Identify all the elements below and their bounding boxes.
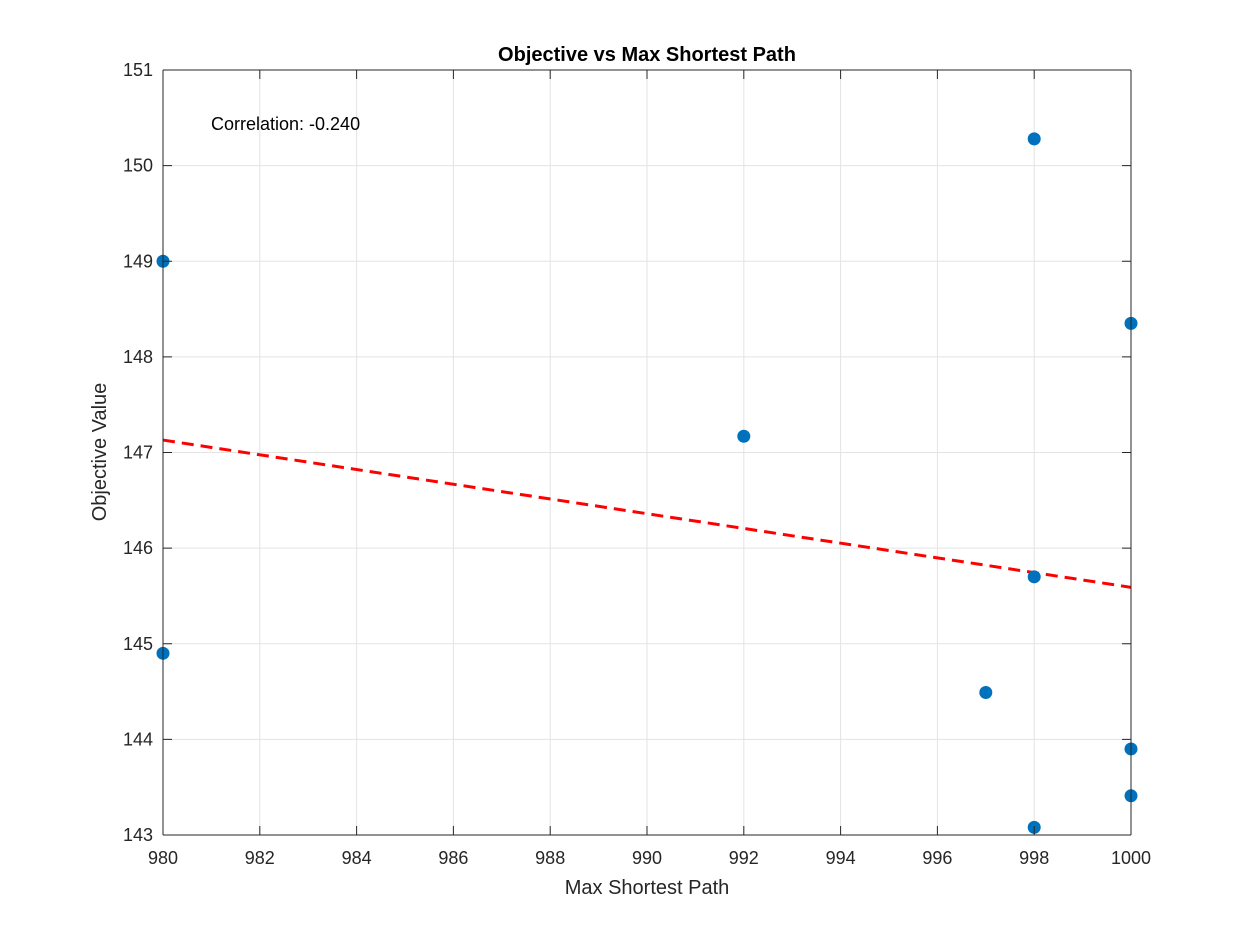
x-tick-label: 1000 <box>1111 848 1151 868</box>
x-tick-label: 984 <box>342 848 372 868</box>
x-tick-labels: 980 982 984 986 988 990 992 994 996 998 1000 <box>148 848 1151 868</box>
x-tick-label: 986 <box>438 848 468 868</box>
data-point <box>979 686 993 700</box>
trend-line-group <box>162 438 1132 589</box>
y-tick-label: 151 <box>123 60 153 80</box>
data-point <box>737 429 751 443</box>
y-tick-label: 147 <box>123 443 153 463</box>
x-tick-label: 994 <box>826 848 856 868</box>
x-tick-label: 990 <box>632 848 662 868</box>
data-point <box>1027 132 1041 146</box>
x-tick-label: 992 <box>729 848 759 868</box>
x-tick-label: 998 <box>1019 848 1049 868</box>
y-tick-labels: 143 144 145 146 147 148 149 150 151 <box>123 60 153 845</box>
y-tick-label: 148 <box>123 347 153 367</box>
y-tick-label: 150 <box>123 156 153 176</box>
y-tick-label: 145 <box>123 634 153 654</box>
x-tick-label: 988 <box>535 848 565 868</box>
y-axis-label: Objective Value <box>89 383 111 522</box>
y-tick-label: 144 <box>123 729 153 749</box>
data-point <box>1027 570 1041 584</box>
chart-title: Objective vs Max Shortest Path <box>498 44 796 66</box>
y-tick-label: 149 <box>123 251 153 271</box>
x-tick-label: 980 <box>148 848 178 868</box>
y-tick-label: 143 <box>123 825 153 845</box>
grid <box>163 70 1131 835</box>
data-points <box>156 132 1138 834</box>
x-axis-label: Max Shortest Path <box>565 877 730 899</box>
x-tick-label: 982 <box>245 848 275 868</box>
y-tick-label: 146 <box>123 538 153 558</box>
x-tick-label: 996 <box>922 848 952 868</box>
correlation-annotation: Correlation: -0.240 <box>211 114 360 134</box>
axes <box>162 69 1132 836</box>
trend-line <box>162 438 1132 589</box>
